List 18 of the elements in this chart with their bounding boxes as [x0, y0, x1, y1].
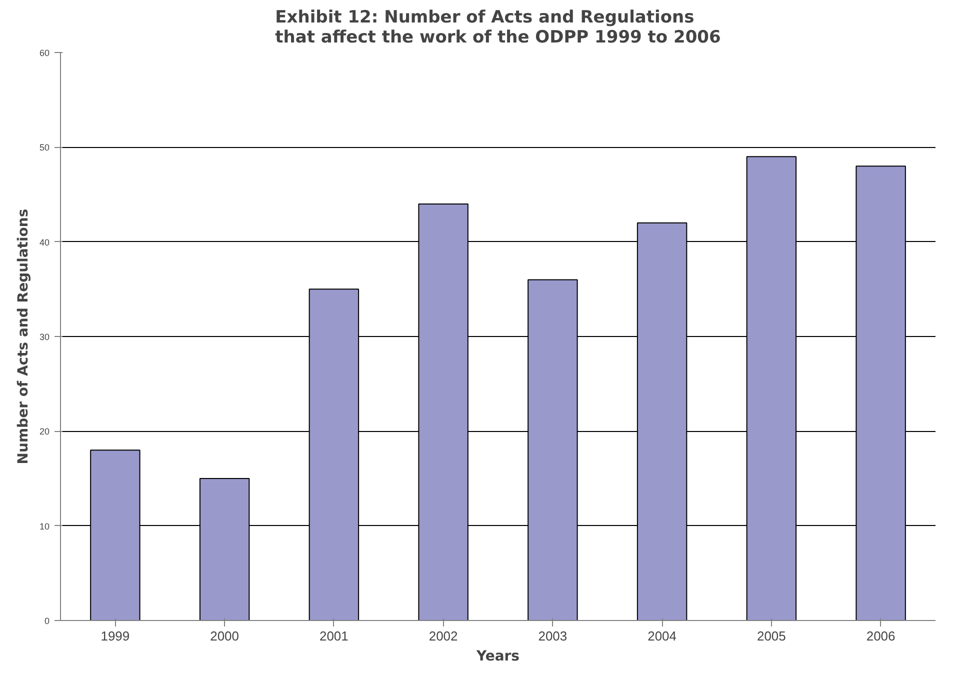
y-tick-label: 20 — [39, 426, 50, 437]
x-tick-label: 2001 — [319, 628, 348, 644]
x-tick-label: 2006 — [866, 628, 896, 644]
y-tick-label: 40 — [39, 237, 50, 248]
y-tick-label: 50 — [39, 142, 50, 153]
y-axis-title: Number of Acts and Regulations — [15, 208, 32, 464]
chart-title: Exhibit 12: Number of Acts and Regulations that affect the work of the ODPP 1999 to 2006 — [275, 8, 721, 48]
x-tick-label: 2003 — [538, 628, 568, 644]
x-axis-title: Years — [475, 648, 520, 664]
x-tick-label: 2002 — [428, 628, 458, 644]
x-tick-label: 2000 — [210, 628, 240, 644]
y-tick-label: 60 — [39, 48, 50, 58]
y-tick-label: 30 — [39, 332, 50, 342]
y-tick-label: 0 — [44, 616, 50, 626]
x-tick-label: 2004 — [648, 628, 677, 644]
x-tick-label: 1999 — [100, 628, 130, 644]
y-tick-label: 10 — [39, 521, 50, 532]
x-tick-label: 2005 — [756, 628, 786, 644]
